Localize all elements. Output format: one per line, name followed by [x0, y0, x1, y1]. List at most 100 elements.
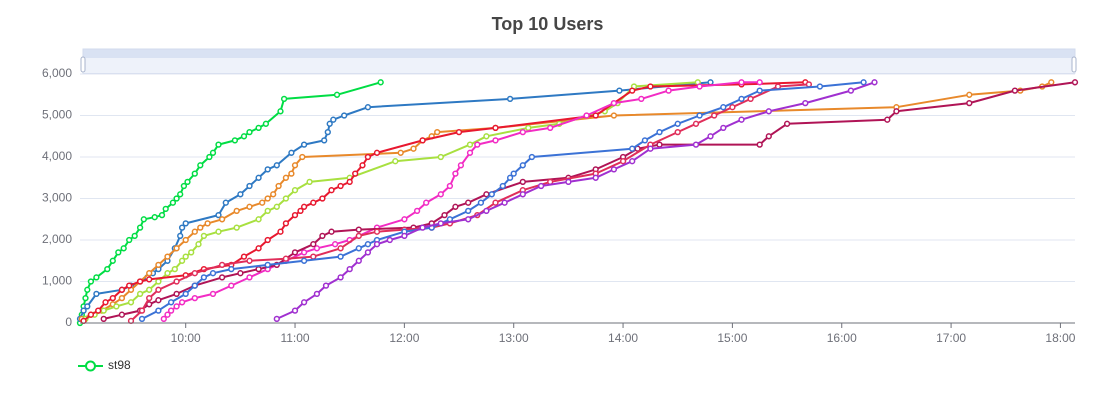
data-point: [337, 245, 344, 252]
data-point: [87, 278, 95, 285]
data-point: [191, 170, 198, 177]
data-point: [392, 158, 399, 165]
data-point: [1071, 79, 1079, 86]
data-point: [547, 124, 554, 132]
series-line: [85, 81, 698, 320]
data-point: [131, 232, 138, 240]
y-tick-label: 6,000: [42, 66, 72, 80]
y-tick-label: 1,000: [42, 274, 72, 288]
data-point: [346, 178, 353, 186]
data-point: [291, 162, 299, 169]
data-point: [173, 245, 180, 252]
legend-item-st98[interactable]: st98: [78, 358, 131, 372]
data-point: [492, 124, 499, 132]
data-point: [280, 95, 288, 103]
data-point: [113, 303, 120, 310]
data-point: [282, 255, 290, 262]
data-point: [158, 211, 166, 219]
data-point: [413, 207, 421, 215]
data-point: [629, 87, 636, 94]
y-tick-label: 3,000: [42, 191, 72, 205]
data-point: [355, 245, 362, 252]
x-tick-label: 14:00: [608, 331, 638, 345]
data-point: [87, 311, 95, 318]
data-point: [240, 133, 248, 140]
data-point: [592, 112, 599, 119]
data-point: [95, 307, 102, 314]
series-line-9: [138, 79, 867, 323]
data-point: [519, 162, 526, 169]
data-point: [109, 257, 116, 264]
zoom-slider-window[interactable]: [83, 58, 1075, 73]
data-point: [434, 128, 441, 136]
data-point: [237, 191, 244, 198]
data-point: [300, 257, 308, 264]
data-point: [437, 191, 444, 198]
data-point: [209, 270, 217, 277]
data-zoom-slider[interactable]: [80, 48, 1077, 74]
data-point: [738, 79, 745, 86]
data-point: [82, 294, 89, 302]
data-point: [184, 178, 191, 186]
data-point: [328, 187, 335, 194]
data-point: [756, 79, 763, 86]
data-point: [610, 166, 618, 173]
data-point: [291, 187, 299, 194]
data-point: [146, 270, 153, 277]
data-point: [738, 95, 745, 103]
data-point: [397, 149, 404, 156]
data-point: [84, 303, 91, 310]
data-point: [466, 149, 474, 156]
data-point: [177, 191, 184, 198]
data-point: [364, 249, 372, 256]
zoom-handle-right[interactable]: [1071, 56, 1077, 73]
data-point: [465, 199, 472, 206]
data-point: [474, 141, 481, 148]
data-point: [182, 236, 189, 244]
y-tick-label: 0: [65, 315, 72, 329]
legend[interactable]: st98: [78, 358, 131, 372]
data-point: [319, 232, 326, 240]
data-point: [273, 315, 280, 323]
data-point: [465, 207, 472, 215]
y-tick-label: 2,000: [42, 232, 72, 246]
data-point: [674, 120, 681, 127]
data-point: [291, 249, 299, 256]
data-point: [120, 245, 127, 252]
data-point: [537, 182, 545, 190]
data-point: [102, 299, 109, 306]
data-point: [816, 83, 824, 90]
zoom-handle-left[interactable]: [80, 56, 86, 73]
data-point: [191, 282, 198, 289]
data-point: [337, 253, 344, 260]
data-point: [765, 108, 772, 115]
data-point: [647, 145, 654, 152]
data-point: [346, 265, 353, 273]
data-point: [893, 108, 900, 115]
data-point: [310, 199, 317, 206]
data-point: [656, 128, 663, 136]
data-point: [326, 120, 333, 127]
data-point: [118, 311, 126, 318]
data-point: [860, 79, 867, 86]
data-point: [246, 203, 253, 210]
data-point: [191, 270, 198, 277]
data-point: [173, 278, 180, 285]
data-point: [519, 128, 526, 136]
data-point: [355, 226, 362, 233]
data-point: [264, 261, 271, 269]
data-point: [118, 294, 126, 302]
data-point: [423, 199, 430, 206]
series-line-4: [82, 79, 701, 323]
data-point: [167, 307, 175, 314]
chart-title: Top 10 Users: [491, 14, 604, 34]
data-point: [410, 145, 417, 152]
x-tick-label: 16:00: [827, 331, 857, 345]
data-point: [359, 162, 366, 169]
data-point: [466, 141, 474, 148]
data-point: [300, 299, 308, 306]
data-point: [884, 116, 891, 123]
data-point: [255, 174, 262, 181]
data-point: [446, 182, 454, 190]
series-line-5: [80, 79, 809, 325]
